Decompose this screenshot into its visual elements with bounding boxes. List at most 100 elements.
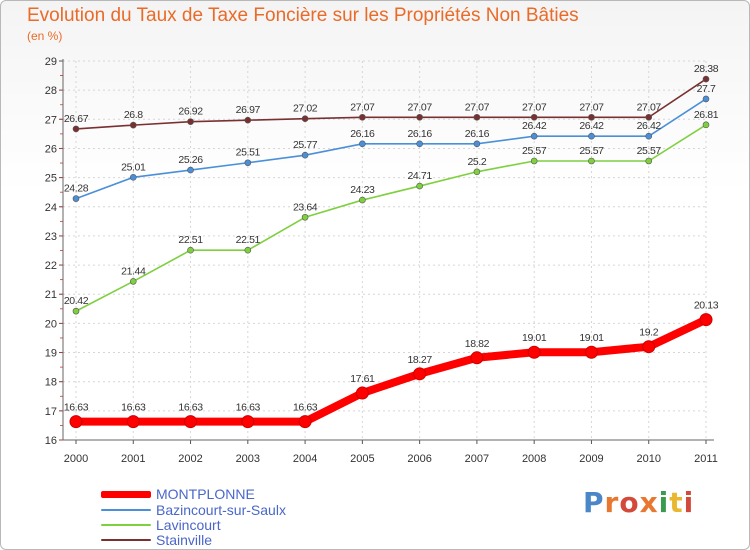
legend-item-bazincourt-sur-saulx[interactable]: Bazincourt-sur-Saulx	[101, 502, 361, 518]
y-tick-label: 22	[45, 260, 57, 272]
x-tick-label: 2009	[579, 453, 603, 465]
data-point	[355, 386, 369, 400]
data-label: 18.27	[407, 354, 432, 366]
data-point	[359, 113, 366, 121]
legend-swatch	[101, 539, 151, 541]
data-label: 16.63	[236, 402, 261, 414]
y-tick-label: 19	[45, 348, 57, 360]
legend-label: MONTPLONNE	[156, 486, 255, 502]
x-tick-label: 2010	[636, 453, 660, 465]
data-label: 27.02	[293, 103, 318, 115]
data-point	[129, 174, 137, 181]
data-point	[530, 157, 538, 165]
data-label: 22.51	[236, 234, 261, 246]
data-label: 20.42	[64, 295, 89, 307]
data-point	[129, 121, 137, 129]
data-label: 17.61	[350, 373, 375, 385]
series-line-lavincourt	[75, 124, 707, 312]
data-label: 26.42	[522, 120, 547, 132]
data-label: 24.28	[64, 183, 89, 195]
data-point	[241, 415, 255, 429]
data-point	[470, 351, 484, 365]
legend-swatch	[101, 491, 151, 498]
data-label: 26.67	[64, 113, 89, 125]
data-label: 19.01	[579, 332, 604, 344]
data-label: 25.57	[522, 145, 547, 157]
data-label: 25.2	[467, 156, 486, 168]
x-tick-label: 2000	[64, 453, 88, 465]
data-label: 26.16	[407, 128, 432, 140]
data-point	[244, 159, 252, 167]
data-point	[588, 132, 595, 140]
data-label: 26.81	[694, 109, 719, 121]
x-tick-label: 2004	[293, 453, 317, 465]
series-line-bazincourt-sur-saulx	[75, 98, 707, 200]
data-point	[72, 195, 80, 202]
data-label: 26.8	[124, 109, 143, 121]
data-point	[416, 113, 423, 121]
legend-item-lavincourt[interactable]: Lavincourt	[101, 517, 361, 533]
y-tick-label: 21	[45, 289, 57, 301]
data-point	[588, 157, 595, 165]
data-point	[645, 157, 653, 165]
legend-item-stainville[interactable]: Stainville	[101, 532, 361, 548]
data-point	[588, 113, 595, 121]
x-tick-label: 2001	[121, 453, 145, 465]
data-point	[645, 113, 653, 121]
data-label: 26.42	[579, 120, 604, 132]
x-tick-label: 2006	[407, 453, 431, 465]
data-label: 25.77	[293, 139, 318, 151]
data-label: 26.16	[465, 128, 490, 140]
data-label: 27.07	[522, 101, 547, 113]
data-point	[702, 95, 710, 103]
axes: 16 17 18 19 20 21 22 23 24 25 26 27 28 29 2000 2001 2002…	[45, 56, 718, 465]
data-label: 16.63	[178, 402, 203, 414]
y-tick-label: 26	[45, 143, 57, 155]
data-label: 27.07	[579, 101, 604, 113]
data-label: 16.63	[293, 402, 318, 414]
legend-swatch	[101, 524, 151, 526]
data-label: 26.92	[178, 106, 203, 118]
x-tick-label: 2005	[350, 453, 374, 465]
series-line-stainville	[75, 78, 707, 130]
data-label: 27.07	[637, 101, 662, 113]
data-label: 24.71	[407, 170, 432, 182]
data-point	[416, 182, 423, 190]
data-point	[184, 415, 198, 429]
x-tick-label: 2002	[178, 453, 202, 465]
data-point	[473, 168, 481, 176]
data-point	[187, 166, 194, 174]
data-point	[473, 140, 481, 148]
y-tick-label: 18	[45, 377, 57, 389]
data-label: 25.57	[637, 145, 662, 157]
data-point	[699, 313, 713, 327]
x-tick-label: 2008	[522, 453, 546, 465]
data-point	[187, 246, 194, 254]
data-point	[298, 415, 312, 429]
y-tick-label: 27	[45, 114, 57, 126]
data-label: 16.63	[64, 402, 89, 414]
data-point	[72, 307, 80, 315]
data-label: 21.44	[121, 265, 146, 277]
legend-item-montplonne[interactable]: MONTPLONNE	[101, 486, 361, 502]
data-point	[187, 118, 194, 125]
data-label: 18.82	[465, 338, 490, 350]
data-label: 26.97	[236, 104, 261, 116]
data-point	[244, 116, 252, 124]
data-point	[359, 140, 366, 148]
data-point	[129, 278, 137, 285]
chart-title: Evolution du Taux de Taxe Foncière sur l…	[27, 5, 579, 26]
data-label: 24.23	[350, 184, 375, 196]
y-tick-label: 28	[45, 85, 57, 97]
data-label: 26.42	[637, 120, 662, 132]
legend-swatch	[101, 509, 151, 511]
data-point	[702, 75, 710, 83]
data-point	[645, 132, 653, 140]
data-point	[473, 113, 481, 121]
data-point	[359, 196, 366, 204]
data-label: 19.01	[522, 332, 547, 344]
data-label: 25.26	[178, 154, 203, 166]
data-label: 25.57	[579, 145, 604, 157]
data-point	[69, 415, 83, 429]
y-tick-label: 25	[45, 173, 57, 185]
